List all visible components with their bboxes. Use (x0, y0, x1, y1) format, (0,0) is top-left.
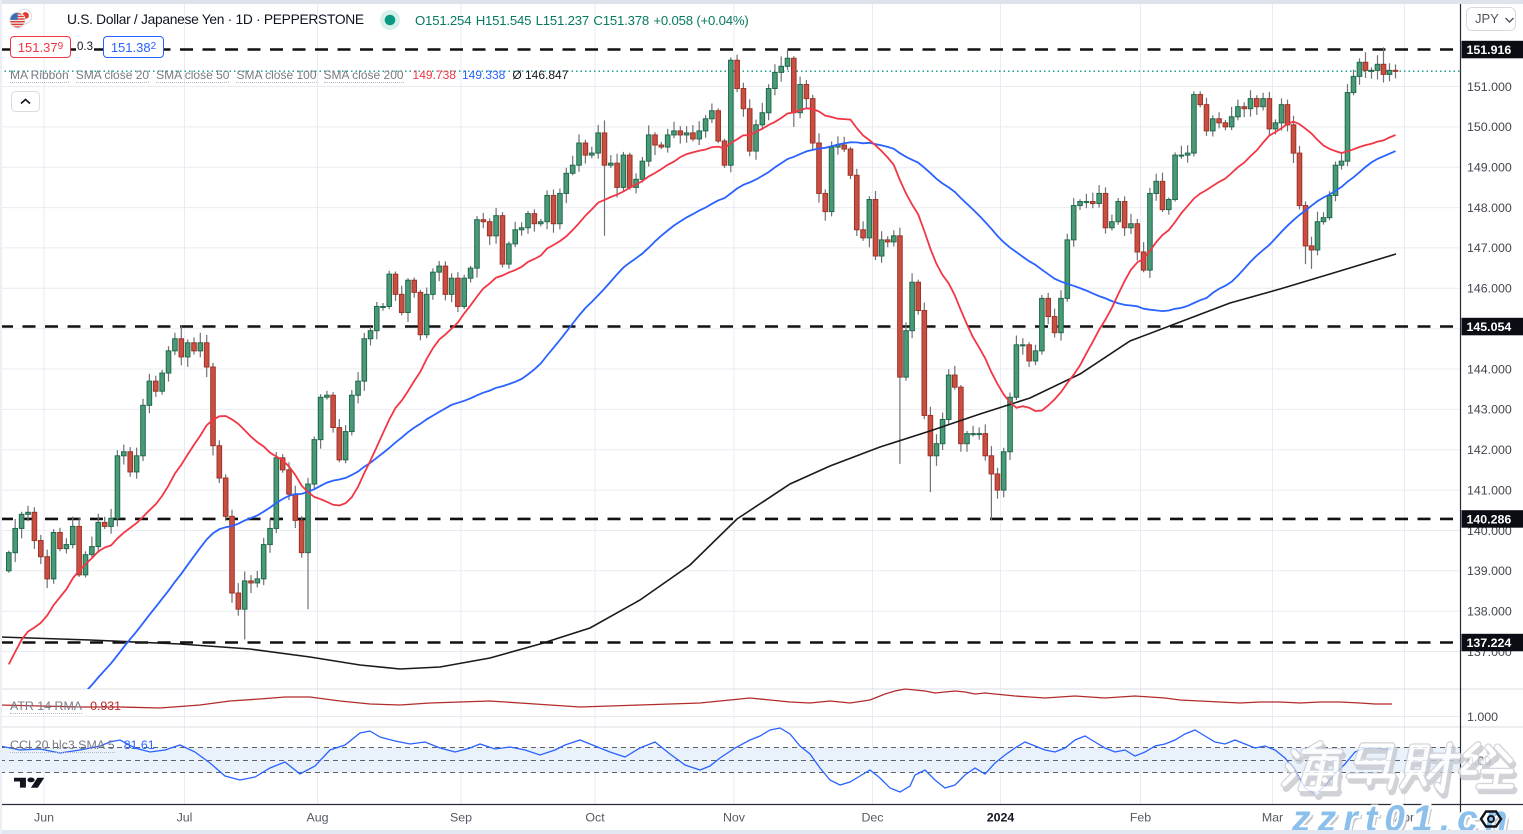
svg-text:151.916: 151.916 (1467, 43, 1512, 57)
svg-text:148.000: 148.000 (1467, 201, 1512, 215)
svg-text:Oct: Oct (585, 811, 605, 825)
svg-text:138.000: 138.000 (1467, 605, 1512, 619)
svg-text:1.000: 1.000 (1467, 710, 1498, 724)
svg-text:Apr: Apr (1395, 811, 1414, 825)
svg-text:Mar: Mar (1262, 811, 1283, 825)
svg-text:142.000: 142.000 (1467, 443, 1512, 457)
svg-text:Jul: Jul (177, 811, 193, 825)
svg-text:144.000: 144.000 (1467, 362, 1512, 376)
svg-text:145.054: 145.054 (1467, 320, 1512, 334)
svg-text:143.000: 143.000 (1467, 403, 1512, 417)
svg-text:2024: 2024 (987, 811, 1015, 825)
svg-text:Dec: Dec (861, 811, 883, 825)
svg-text:140.286: 140.286 (1467, 513, 1512, 527)
svg-text:Sep: Sep (450, 811, 472, 825)
svg-text:150.000: 150.000 (1467, 120, 1512, 134)
svg-text:137.224: 137.224 (1467, 636, 1512, 650)
svg-text:Aug: Aug (306, 811, 328, 825)
svg-text:151.000: 151.000 (1467, 80, 1512, 94)
svg-text:zzrt01.cn: zzrt01.cn (1291, 798, 1514, 834)
svg-text:zzrt01.cn: zzrt01.cn (1294, 802, 1517, 834)
svg-text:147.000: 147.000 (1467, 241, 1512, 255)
svg-text:146.000: 146.000 (1467, 282, 1512, 296)
svg-text:141.000: 141.000 (1467, 483, 1512, 497)
svg-text:149.000: 149.000 (1467, 161, 1512, 175)
svg-text:Jun: Jun (34, 811, 54, 825)
svg-text:139.000: 139.000 (1467, 564, 1512, 578)
svg-text:Nov: Nov (723, 811, 746, 825)
svg-text:Feb: Feb (1130, 811, 1151, 825)
